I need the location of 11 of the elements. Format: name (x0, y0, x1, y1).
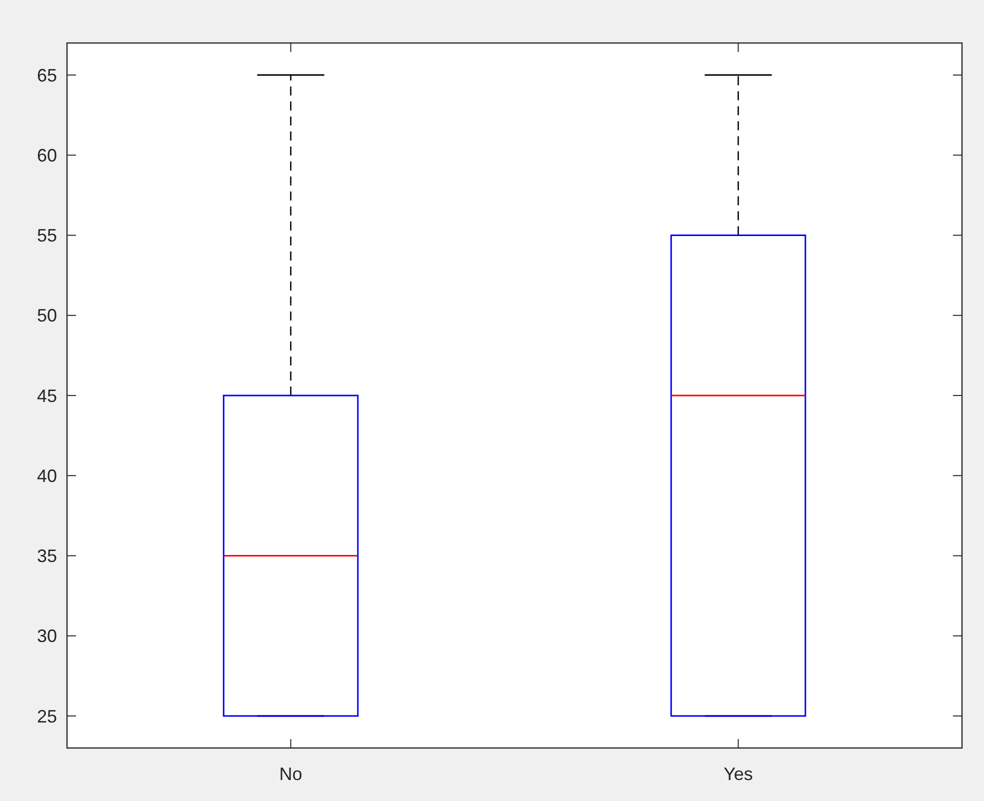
y-tick-label: 25 (36, 706, 57, 726)
y-tick-label: 40 (36, 466, 57, 486)
y-tick-label: 45 (36, 386, 57, 406)
y-tick-label: 50 (36, 306, 57, 326)
y-tick-label: 35 (36, 546, 57, 566)
x-tick-label: Yes (724, 764, 753, 784)
y-tick-label: 60 (36, 145, 57, 166)
y-tick-label: 65 (36, 65, 57, 86)
y-tick-label: 30 (36, 626, 57, 646)
x-tick-label: No (279, 764, 302, 784)
y-tick-label: 55 (36, 226, 57, 246)
